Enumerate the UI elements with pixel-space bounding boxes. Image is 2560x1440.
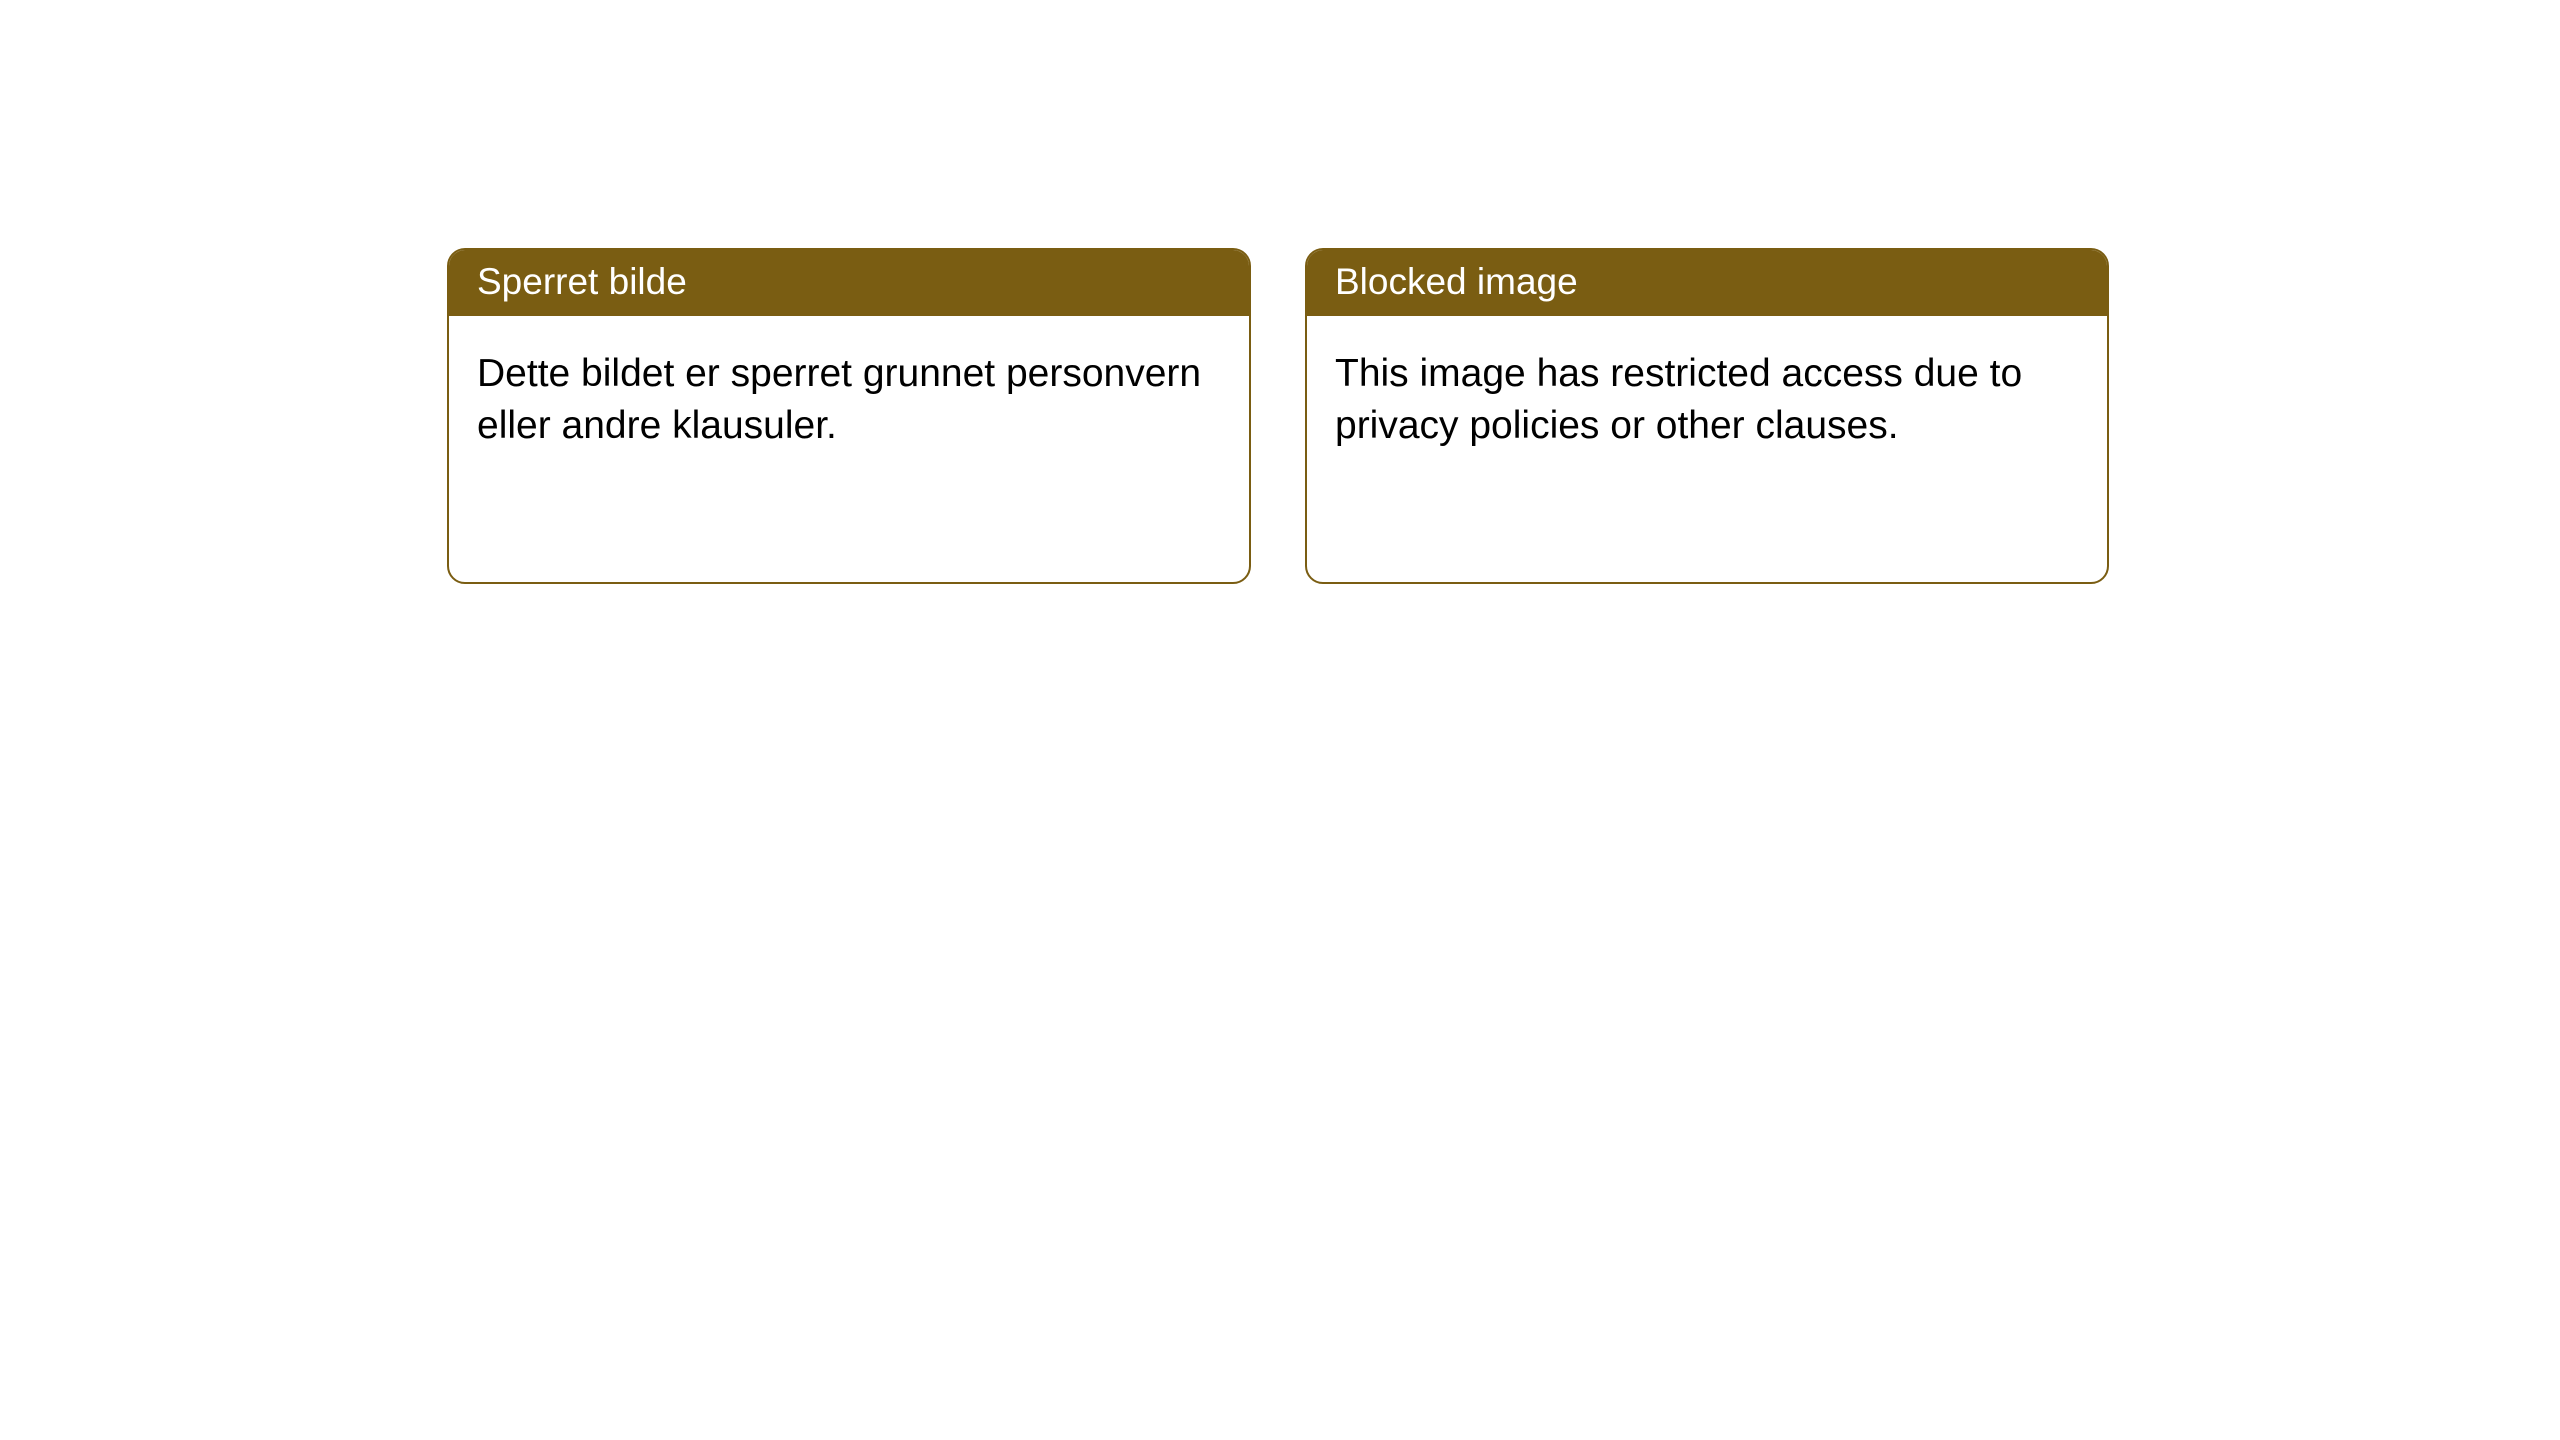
card-header-norwegian: Sperret bilde xyxy=(449,250,1249,316)
card-header-english: Blocked image xyxy=(1307,250,2107,316)
card-norwegian: Sperret bilde Dette bildet er sperret gr… xyxy=(447,248,1251,584)
cards-container: Sperret bilde Dette bildet er sperret gr… xyxy=(447,248,2560,584)
card-text-norwegian: Dette bildet er sperret grunnet personve… xyxy=(477,352,1201,447)
card-body-english: This image has restricted access due to … xyxy=(1307,316,2107,484)
card-title-norwegian: Sperret bilde xyxy=(477,261,687,302)
card-body-norwegian: Dette bildet er sperret grunnet personve… xyxy=(449,316,1249,484)
card-text-english: This image has restricted access due to … xyxy=(1335,352,2022,447)
card-english: Blocked image This image has restricted … xyxy=(1305,248,2109,584)
card-title-english: Blocked image xyxy=(1335,261,1578,302)
